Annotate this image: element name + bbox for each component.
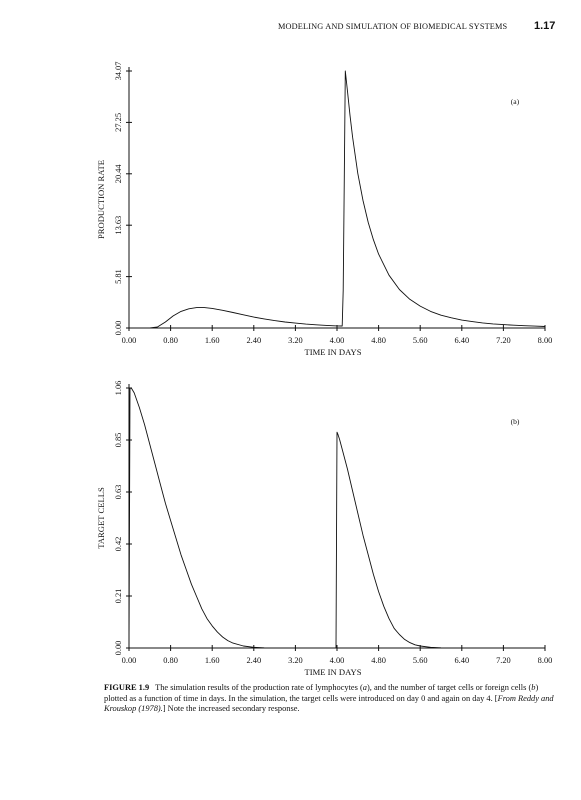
caption-text-7: ] Note the increased secondary response. bbox=[162, 704, 300, 714]
x-tick-label: 0.00 bbox=[122, 336, 137, 345]
y-tick-label: 34.07 bbox=[114, 62, 123, 81]
y-tick-label: 0.85 bbox=[114, 433, 123, 448]
panel-label: (b) bbox=[511, 417, 520, 426]
x-axis-title: TIME IN DAYS bbox=[305, 667, 362, 677]
x-tick-label: 0.00 bbox=[122, 656, 137, 665]
x-tick-label: 8.00 bbox=[538, 336, 553, 345]
y-tick-label: 1.06 bbox=[114, 381, 123, 396]
y-tick-label: 0.00 bbox=[114, 321, 123, 336]
x-tick-label: 8.00 bbox=[538, 656, 553, 665]
x-tick-label: 3.20 bbox=[288, 656, 303, 665]
y-axis-title: TARGET CELLS bbox=[96, 487, 106, 549]
caption-text-3: ), and the number of target cells or for… bbox=[366, 683, 532, 692]
y-tick-label: 0.63 bbox=[114, 485, 123, 500]
y-tick-label: 13.63 bbox=[114, 216, 123, 235]
chart-panel-a: 0.00 0.80 1.60 2.40 3.20 4.00 4.80 5.60 6.40 7.20… bbox=[96, 62, 552, 357]
x-tick-label: 7.20 bbox=[496, 336, 511, 345]
x-tick-label: 4.80 bbox=[371, 656, 386, 665]
y-tick-label: 27.25 bbox=[114, 113, 123, 132]
x-tick-label: 5.60 bbox=[413, 656, 428, 665]
caption-text-4: b bbox=[531, 683, 536, 692]
y-tick-label: 5.81 bbox=[114, 269, 123, 284]
x-tick-label: 6.40 bbox=[454, 656, 469, 665]
x-tick-label: 4.80 bbox=[371, 336, 386, 345]
running-head: MODELING AND SIMULATION OF BIOMEDICAL SY… bbox=[278, 22, 508, 31]
figure-caption: FIGURE 1.9 The simulation results of the… bbox=[104, 683, 562, 715]
y-axis-title: PRODUCTION RATE bbox=[96, 160, 106, 239]
x-tick-label: 0.80 bbox=[163, 656, 178, 665]
x-tick-label: 4.00 bbox=[330, 656, 345, 665]
x-tick-label: 2.40 bbox=[246, 656, 261, 665]
y-tick-label: 0.21 bbox=[114, 589, 123, 604]
x-tick-label: 2.40 bbox=[246, 336, 261, 345]
x-tick-label: 1.60 bbox=[205, 336, 220, 345]
caption-text-1: The simulation results of the production… bbox=[155, 683, 363, 692]
y-tick-label: 0.42 bbox=[114, 537, 123, 552]
x-tick-label: 3.20 bbox=[288, 336, 303, 345]
caption-label: FIGURE 1.9 bbox=[104, 683, 150, 692]
x-tick-label: 6.40 bbox=[454, 336, 469, 345]
caption-text-5: ) plotted as a function of time in days.… bbox=[104, 683, 539, 703]
panel-label: (a) bbox=[511, 97, 520, 106]
page-header: MODELING AND SIMULATION OF BIOMEDICAL SY… bbox=[0, 20, 581, 36]
y-tick-label: 0.00 bbox=[114, 641, 123, 656]
x-tick-label: 4.00 bbox=[330, 336, 345, 345]
series-line bbox=[128, 387, 545, 649]
caption-text-6: From Reddy and Krouskop (1978). bbox=[104, 693, 554, 714]
x-tick-label: 7.20 bbox=[496, 656, 511, 665]
y-tick-label: 20.44 bbox=[114, 164, 123, 184]
x-tick-label: 5.60 bbox=[413, 336, 428, 345]
x-tick-label: 0.80 bbox=[163, 336, 178, 345]
chart-panel-b: 0.00 0.80 1.60 2.40 3.20 4.00 4.80 5.60 6.40 7.20… bbox=[96, 381, 552, 677]
x-axis-title: TIME IN DAYS bbox=[305, 347, 362, 357]
x-tick-label: 1.60 bbox=[205, 656, 220, 665]
page-number: 1.17 bbox=[534, 20, 556, 32]
series-line bbox=[129, 70, 546, 329]
caption-text-2: a bbox=[362, 683, 367, 692]
